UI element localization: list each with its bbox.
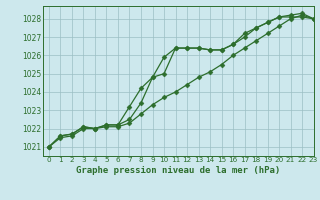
X-axis label: Graphe pression niveau de la mer (hPa): Graphe pression niveau de la mer (hPa) xyxy=(76,166,281,175)
